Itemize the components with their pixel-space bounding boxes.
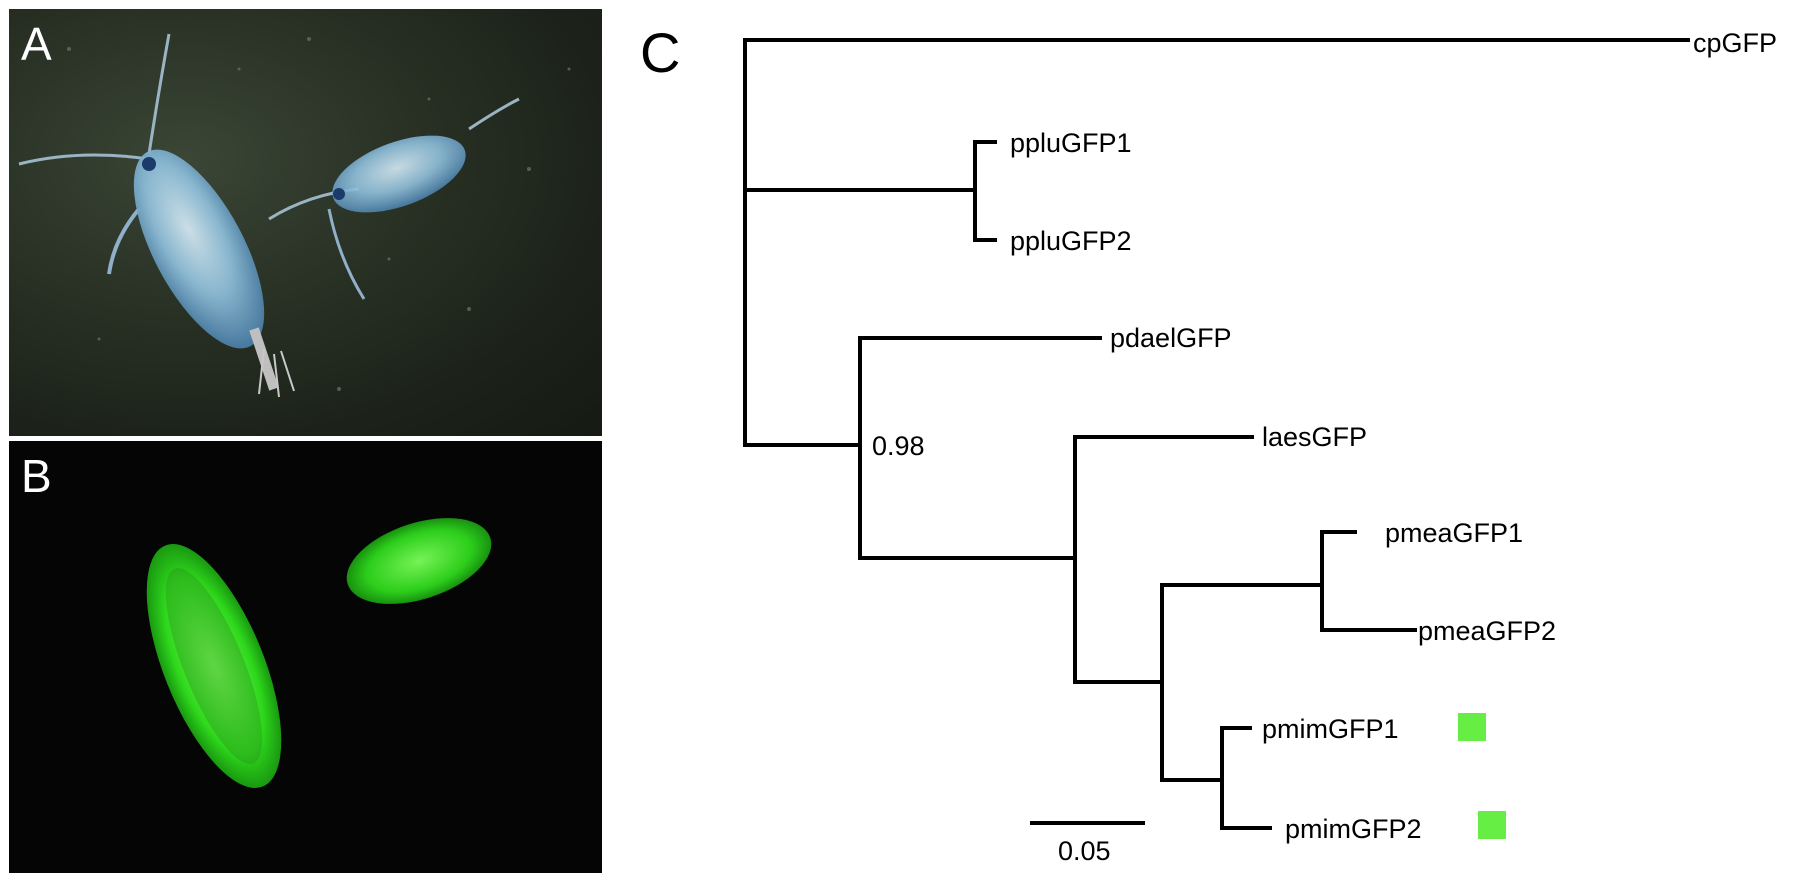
copepods-fluorescence-image xyxy=(146,518,492,788)
panel-label-a: A xyxy=(21,18,52,70)
leaf-label-cpgfp: cpGFP xyxy=(1693,28,1777,58)
fluorescence-marker-pmimgfp1 xyxy=(1458,713,1486,741)
leaf-label-pmeagfp1: pmeaGFP1 xyxy=(1385,518,1523,548)
panel-label-b: B xyxy=(21,450,52,502)
photo-panel-b: B xyxy=(9,441,602,873)
photo-panel-a: A xyxy=(9,9,602,436)
leaf-label-pmimgfp1: pmimGFP1 xyxy=(1262,714,1399,744)
panel-label-c: C xyxy=(640,21,680,84)
tree-branches xyxy=(743,38,1690,830)
leaf-label-pmeagfp2: pmeaGFP2 xyxy=(1418,616,1556,646)
leaf-label-pplugfp2: ppluGFP2 xyxy=(1010,226,1132,256)
leaf-label-pmimgfp2: pmimGFP2 xyxy=(1285,814,1422,844)
fluorescence-marker-pmimgfp2 xyxy=(1478,811,1506,839)
leaf-label-pdaelgfp: pdaelGFP xyxy=(1110,323,1232,353)
leaf-label-laesgfp: laesGFP xyxy=(1262,422,1367,452)
scale-bar-label: 0.05 xyxy=(1058,836,1111,866)
leaf-label-pplugfp1: ppluGFP1 xyxy=(1010,128,1132,158)
copepods-brightfield-image xyxy=(18,33,571,398)
node-support-value: 0.98 xyxy=(872,431,925,461)
